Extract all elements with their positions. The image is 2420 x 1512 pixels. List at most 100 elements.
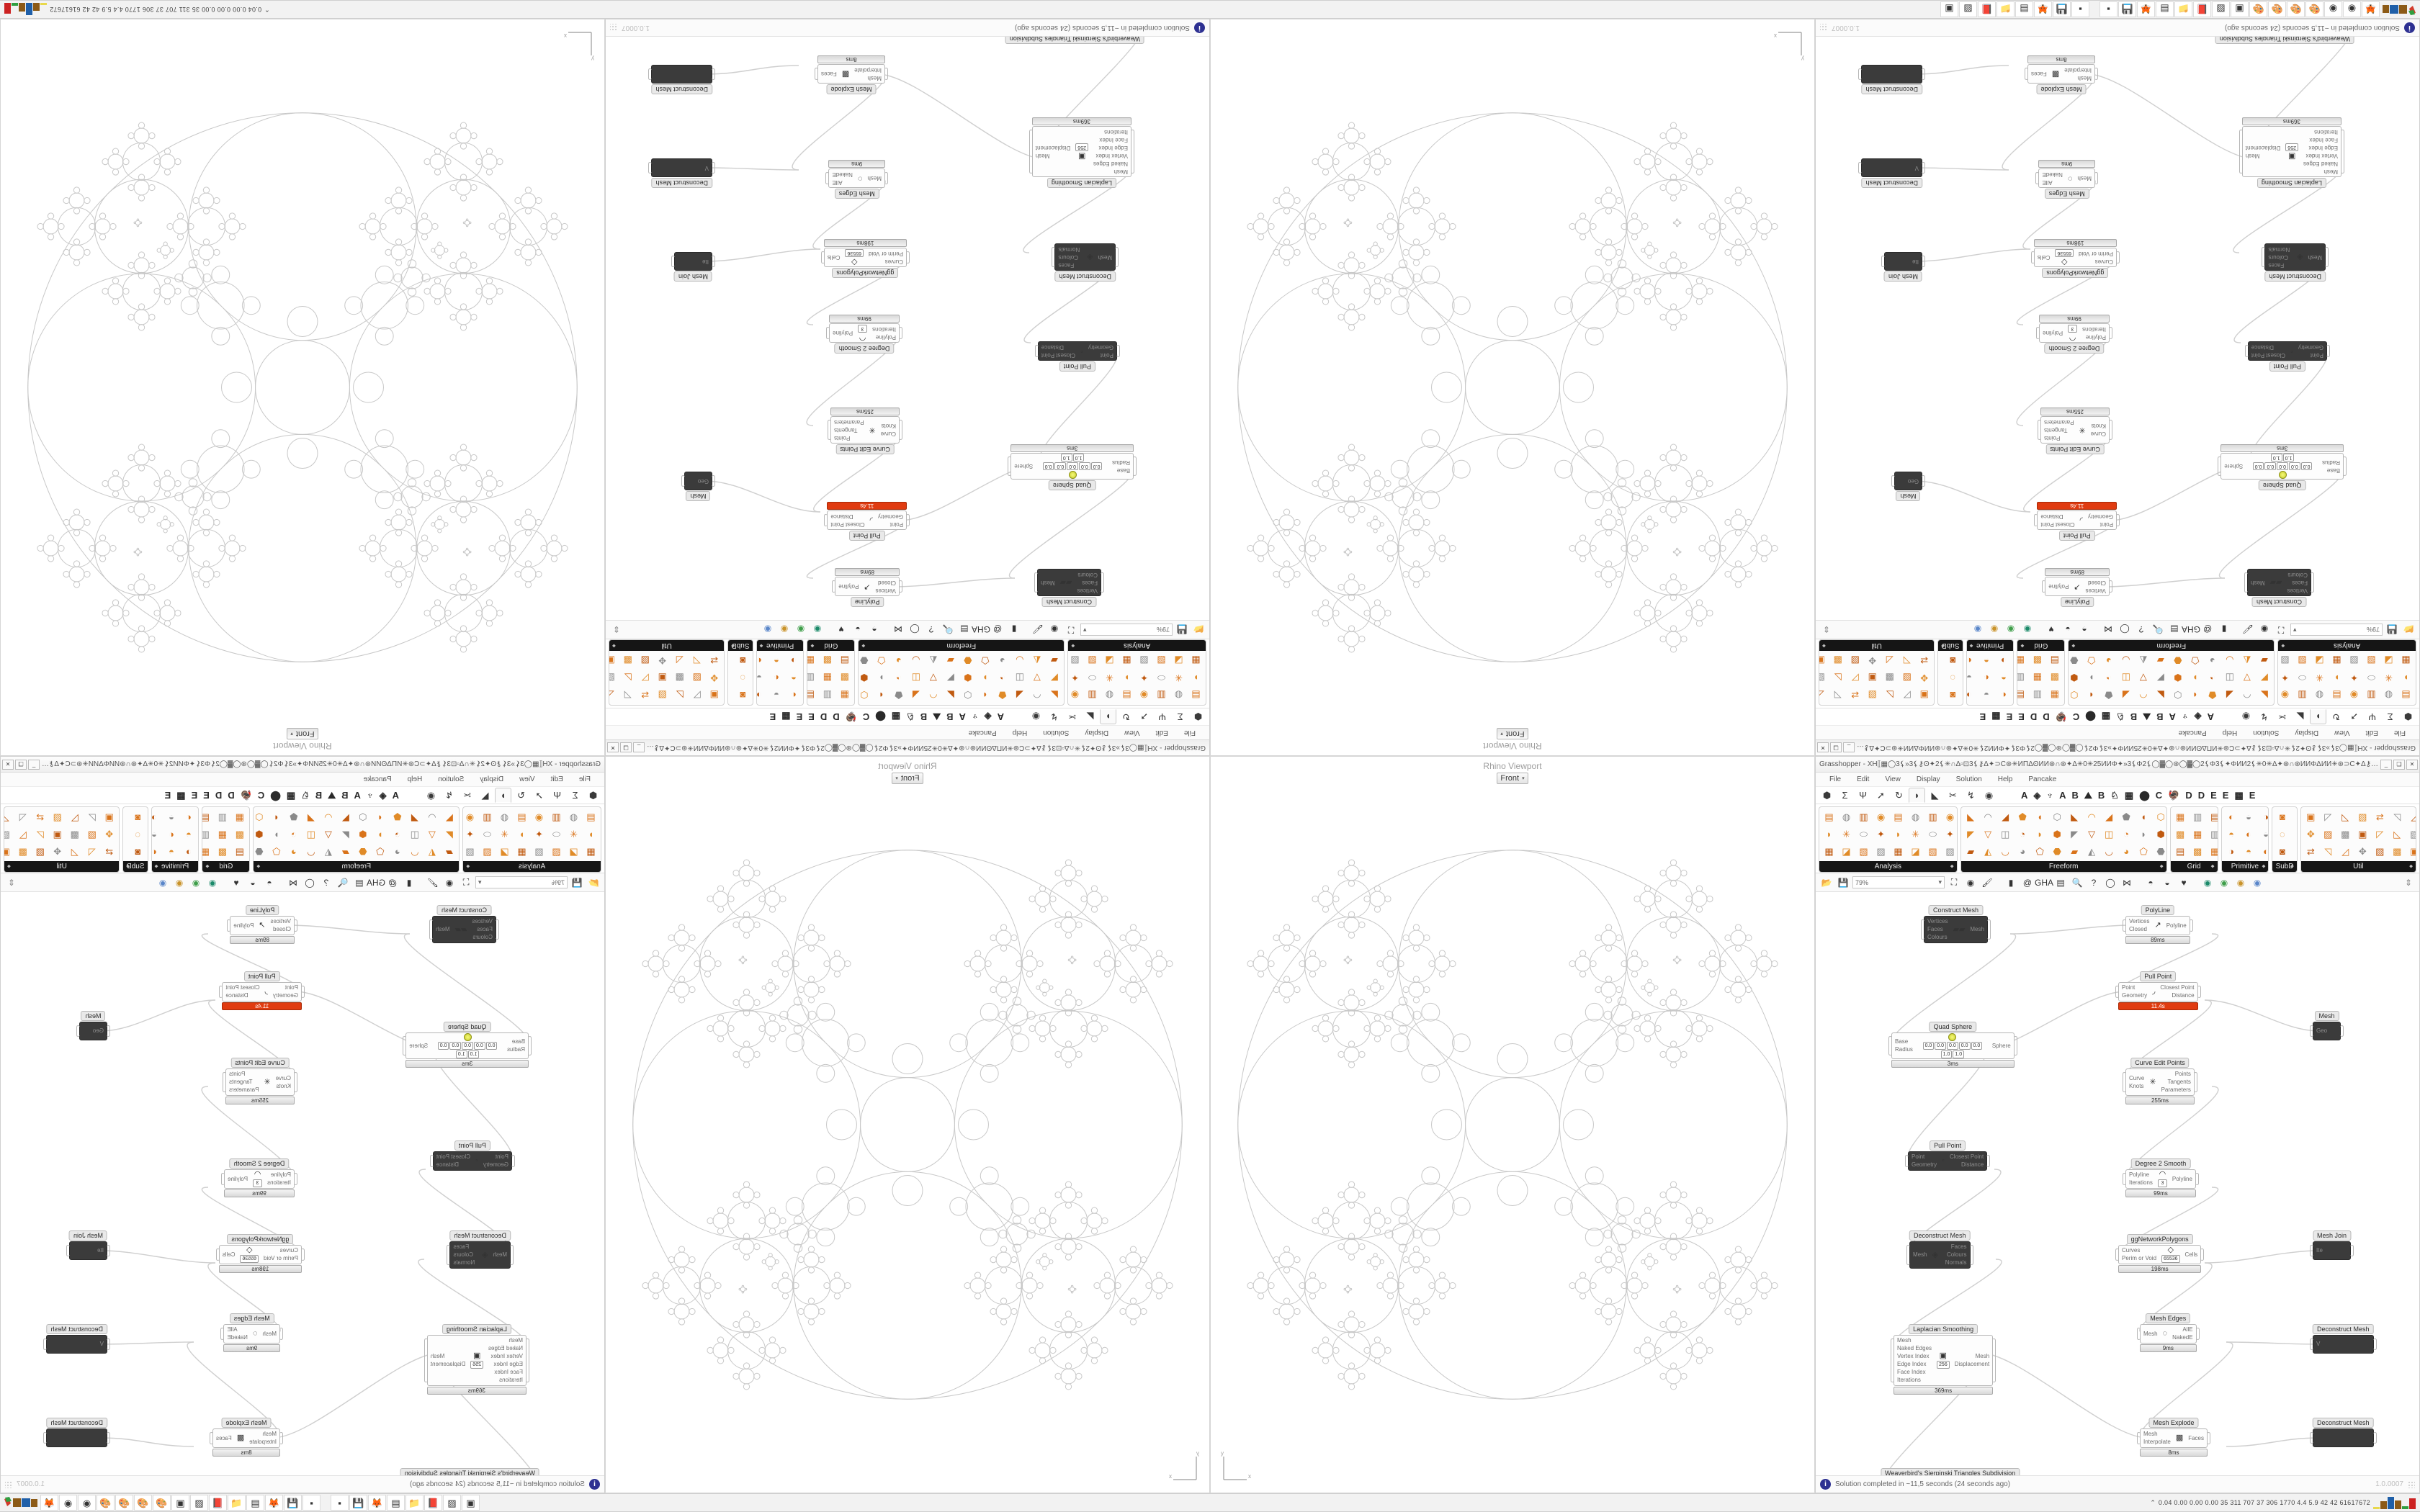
ribbon-component-icon[interactable]: ◺ bbox=[2393, 829, 2401, 840]
ribbon-component-icon[interactable]: ▩ bbox=[1833, 655, 1842, 666]
output-param[interactable]: Displacement bbox=[1035, 145, 1071, 151]
ribbon-component-icon[interactable]: ◌ bbox=[135, 829, 140, 840]
viewport-canvas[interactable] bbox=[1, 19, 604, 755]
ribbon-icon-grid[interactable]: ▦▩▤▥▦▩▤▥▦▩▤▥ bbox=[807, 651, 854, 705]
menu-item-file[interactable]: File bbox=[2393, 729, 2406, 737]
ribbon-component-icon[interactable]: ▧ bbox=[1088, 655, 1097, 666]
ribbon-component-icon[interactable]: ⇄ bbox=[105, 846, 114, 857]
ribbon-component-icon[interactable]: ⬭ bbox=[1088, 672, 1097, 683]
output-param[interactable]: Parameters bbox=[229, 1086, 259, 1093]
gh-component[interactable]: Quad Sphere Base Radius 0.0 0.0 0.0 0.0 0.0 1.0 1… bbox=[1010, 444, 1134, 490]
menu-item-display[interactable]: Display bbox=[2295, 729, 2319, 737]
tab-overflow-letter-6[interactable]: B bbox=[2130, 711, 2138, 722]
gh-component[interactable]: Construct Mesh Vertices Faces Colours ▰▰ Mesh bbox=[1037, 569, 1101, 607]
ribbon-component-icon[interactable]: ◓ bbox=[186, 829, 192, 840]
input-param[interactable]: V bbox=[2316, 1341, 2321, 1347]
chevron-down-icon[interactable]: ▾ bbox=[1083, 626, 1087, 634]
value-field[interactable]: 0.0 bbox=[2264, 462, 2277, 470]
system-tray-bottom[interactable]: ⌃ 0.04 0.00 0.00 0.00 35 311 707 37 306 … bbox=[2150, 1496, 2420, 1509]
tab-overflow-letter-10[interactable]: C bbox=[2072, 711, 2080, 722]
rhino-icon[interactable]: ◉ bbox=[2343, 1, 2361, 17]
tab-overflow-letter-14[interactable]: E bbox=[2210, 790, 2217, 801]
ribbon-component-icon[interactable]: ▥ bbox=[2033, 690, 2042, 701]
ribbon-group-expand-icon[interactable]: ⬥ bbox=[759, 643, 763, 649]
display-tab[interactable]: ◉ bbox=[1984, 789, 1994, 801]
ribbon-group-label[interactable]: Grid ⬥ bbox=[2170, 861, 2218, 872]
ribbon-component-icon[interactable]: ▩ bbox=[218, 846, 227, 857]
ribbon-component-icon[interactable]: ⬭ bbox=[1928, 829, 1937, 840]
folder-icon[interactable]: 📁 bbox=[405, 1495, 424, 1511]
component-body[interactable]: Point Geometry ◞ Closest Point Distance bbox=[222, 982, 302, 1002]
calculator-icon[interactable]: ▤ bbox=[2156, 1, 2174, 17]
input-param[interactable]: Mesh bbox=[262, 1330, 277, 1337]
transform-tab[interactable]: ↯ bbox=[1967, 789, 1975, 801]
zoom-level-combobox[interactable]: 79% ▾ bbox=[1852, 876, 1945, 888]
input-param[interactable]: Interpolate bbox=[2143, 1439, 2171, 1445]
at-sign-icon[interactable]: @ bbox=[2202, 624, 2213, 635]
component-runtime-bar[interactable]: 369ms bbox=[1031, 117, 1131, 125]
profiler-widget-icon[interactable]: ◓ bbox=[2148, 877, 2154, 888]
value-field[interactable]: 1.0 bbox=[2270, 454, 2282, 462]
ribbon-component-icon[interactable]: ▣ bbox=[709, 690, 719, 701]
ribbon-component-icon[interactable]: ⬟ bbox=[895, 690, 903, 701]
ribbon-component-icon[interactable]: ✦ bbox=[1140, 672, 1148, 683]
ribbon-component-icon[interactable]: ◿ bbox=[1886, 655, 1894, 666]
grasshopper-window[interactable]: Grasshopper - XH⟦▦◯3⚸»3⚸⚷ʘ✦2⚸✳∩Δ▫⊡3⚸⚷Δ✦⊃… bbox=[1815, 756, 2420, 1493]
tab-overflow-letter-11[interactable]: 🦃 bbox=[845, 711, 857, 723]
output-param[interactable]: Distance bbox=[2251, 344, 2274, 351]
value-field[interactable]: 1.0 bbox=[1940, 1050, 1953, 1058]
output-param[interactable]: Cells bbox=[2184, 1251, 2198, 1258]
value-field[interactable]: 0.0 bbox=[1042, 462, 1054, 470]
output-param[interactable]: Points bbox=[2174, 1071, 2191, 1077]
output-param[interactable]: Mesh bbox=[436, 926, 450, 932]
ribbon-component-icon[interactable]: ▨ bbox=[1945, 846, 1955, 857]
input-param[interactable]: Face Index bbox=[494, 1369, 523, 1375]
palette-icon[interactable]: 🎨 bbox=[134, 1495, 152, 1511]
palette-icon[interactable]: 🎨 bbox=[97, 1495, 115, 1511]
ribbon-component-icon[interactable]: ◫ bbox=[2105, 829, 2114, 840]
input-param[interactable]: Edge Index bbox=[1098, 145, 1128, 151]
ribbon-component-icon[interactable]: ▰ bbox=[1967, 846, 1975, 857]
ribbon-component-icon[interactable]: ▦ bbox=[1824, 846, 1834, 857]
ribbon-component-icon[interactable]: ◙ bbox=[1950, 655, 1956, 666]
terminal-icon[interactable]: ▪ bbox=[331, 1495, 349, 1511]
menu-bar[interactable]: File Edit View Display Solution Help Pancake bbox=[1816, 773, 2419, 787]
ribbon-group-expand-icon[interactable]: ⬥ bbox=[861, 643, 866, 649]
input-param[interactable]: Colours bbox=[1077, 572, 1098, 578]
ribbon-component-icon[interactable]: ◫ bbox=[1015, 672, 1024, 683]
input-param[interactable]: Iterations bbox=[2129, 1179, 2153, 1186]
value-field[interactable]: 0.0 bbox=[485, 1042, 498, 1050]
value-field[interactable]: 3 bbox=[253, 1179, 263, 1187]
ribbon-component-icon[interactable]: ◺ bbox=[1834, 672, 1842, 683]
ribbon-group-expand-icon[interactable]: ⬥ bbox=[2210, 863, 2215, 869]
output-param[interactable]: Faces bbox=[1950, 1243, 1967, 1250]
ribbon-group-label[interactable]: Analysis ⬥ bbox=[1068, 640, 1206, 651]
curve-tab[interactable]: ↻ bbox=[2332, 711, 2340, 723]
ribbon-component-icon[interactable]: ◡ bbox=[912, 655, 920, 666]
input-param[interactable]: Polyline bbox=[2129, 1171, 2150, 1178]
ribbon-component-icon[interactable]: ⬣ bbox=[255, 846, 264, 857]
ribbon-component-icon[interactable]: ◣ bbox=[445, 811, 453, 822]
ribbon-component-icon[interactable]: ⬭ bbox=[2298, 672, 2307, 683]
component-runtime-bar[interactable]: 3ms bbox=[1891, 1060, 2015, 1068]
ribbon-group-expand-icon[interactable]: ⬥ bbox=[2262, 863, 2266, 869]
component-runtime-bar[interactable]: 9ms bbox=[2038, 160, 2095, 168]
input-param[interactable]: Vertex Index bbox=[1095, 153, 1128, 159]
component-runtime-bar[interactable]: 3ms bbox=[1010, 444, 1134, 452]
input-param[interactable]: Geometry bbox=[2087, 513, 2113, 520]
viewport-mode-dropdown[interactable]: Front ▾ bbox=[1497, 773, 1528, 784]
tab-overflow-letter-15[interactable]: E bbox=[2222, 790, 2229, 801]
jump-widget-icon[interactable]: ◒ bbox=[2164, 877, 2170, 888]
ribbon-component-icon[interactable]: ⇄ bbox=[2375, 811, 2384, 822]
ribbon-component-icon[interactable]: ◹ bbox=[624, 690, 632, 701]
output-param[interactable]: Mesh bbox=[1035, 153, 1050, 159]
component-runtime-bar[interactable]: 3ms bbox=[2220, 444, 2344, 452]
ribbon-component-icon[interactable]: ◢ bbox=[1016, 690, 1023, 701]
ribbon-component-icon[interactable]: ⬣ bbox=[860, 655, 869, 666]
gh-component[interactable]: Mesh Edges Mesh ◌ AllE NakedE 9ms bbox=[2038, 160, 2095, 199]
component-runtime-bar[interactable]: 8ms bbox=[212, 1449, 280, 1457]
ribbon-component-icon[interactable]: ⬭ bbox=[2367, 672, 2376, 683]
input-param[interactable]: Perim or Void bbox=[868, 251, 903, 257]
output-param[interactable]: AllE bbox=[2042, 179, 2053, 186]
ribbon-component-icon[interactable]: ◕ bbox=[895, 655, 902, 666]
